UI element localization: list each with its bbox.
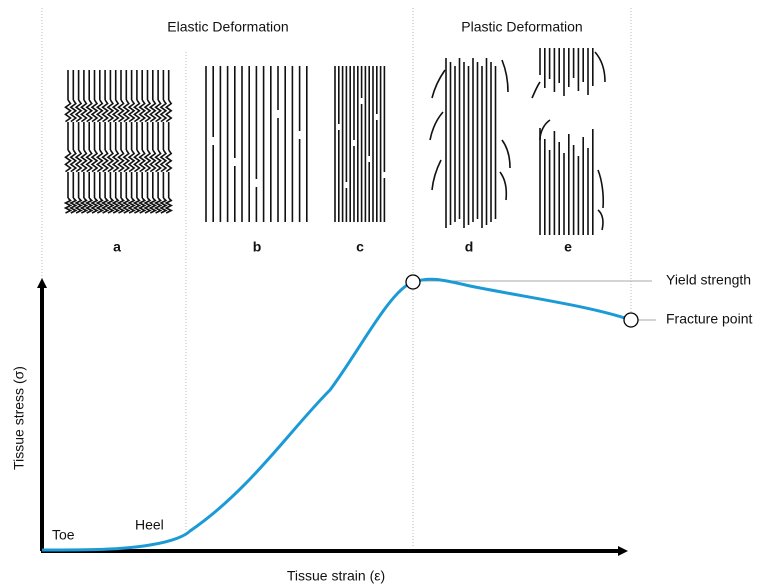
- fiber: [429, 111, 444, 141]
- fiber: [95, 197, 105, 214]
- fiber: [159, 149, 168, 173]
- fiber: [74, 149, 83, 173]
- fiber: [127, 197, 136, 214]
- fiber: [117, 149, 125, 173]
- panel-label: e: [564, 239, 572, 255]
- fiber: [74, 99, 83, 123]
- fiber: [148, 149, 157, 173]
- fracture-point: [623, 312, 639, 328]
- fiber: [69, 149, 78, 173]
- fiber: [84, 197, 94, 214]
- fiber: [80, 99, 88, 123]
- stress-strain-curve: [41, 277, 632, 552]
- fiber: [74, 197, 83, 214]
- yield-point: [405, 274, 421, 290]
- fiber: [85, 99, 94, 123]
- fiber: [531, 81, 541, 99]
- fiber: [143, 197, 152, 214]
- fiber: [143, 149, 152, 173]
- panel-label: b: [253, 239, 262, 255]
- fiber: [138, 149, 147, 173]
- fiber: [597, 169, 605, 209]
- fiber: [122, 197, 131, 214]
- fiber-illustrations: [63, 48, 606, 235]
- fiber: [117, 99, 125, 123]
- fiber: [539, 119, 551, 141]
- fiber: [85, 149, 94, 173]
- fiber: [154, 149, 162, 173]
- fiber: [63, 197, 73, 214]
- fiber: [90, 197, 99, 214]
- region-label: Heel: [135, 517, 164, 533]
- axis-title: Tissue strain (ε): [287, 568, 385, 584]
- fiber: [164, 99, 173, 123]
- fiber: [153, 197, 163, 214]
- fiber: [501, 139, 511, 169]
- fiber: [431, 69, 446, 99]
- fiber: [137, 197, 147, 214]
- fiber: [127, 149, 136, 173]
- fiber: [133, 99, 141, 123]
- fiber: [90, 149, 99, 173]
- fiber: [101, 149, 109, 173]
- point-label: Fracture point: [666, 311, 752, 327]
- fiber: [132, 197, 142, 214]
- panel-label: d: [465, 239, 474, 255]
- fiber: [79, 197, 89, 214]
- fiber: [133, 149, 141, 173]
- fiber: [122, 149, 131, 173]
- fiber: [127, 99, 136, 123]
- fiber: [597, 209, 604, 231]
- fiber: [143, 99, 152, 123]
- axis-title: Tissue stress (σ): [11, 366, 27, 470]
- fiber: [64, 99, 72, 123]
- fiber: [148, 197, 158, 214]
- fiber: [159, 99, 168, 123]
- fiber: [501, 59, 509, 93]
- point-label: Yield strength: [666, 272, 751, 288]
- fiber: [106, 197, 115, 214]
- fiber: [95, 149, 104, 173]
- fiber: [69, 99, 78, 123]
- fiber: [154, 99, 162, 123]
- fiber: [164, 197, 173, 214]
- fiber: [164, 149, 173, 173]
- panel-label: c: [356, 239, 364, 255]
- region-label: Toe: [52, 527, 75, 543]
- fiber: [80, 149, 88, 173]
- fiber: [106, 99, 115, 123]
- fiber: [594, 51, 606, 83]
- fiber: [100, 197, 110, 214]
- section-label: Elastic Deformation: [167, 19, 288, 35]
- fiber: [95, 99, 104, 123]
- section-label: Plastic Deformation: [461, 19, 582, 35]
- fiber: [64, 149, 72, 173]
- fiber: [111, 99, 120, 123]
- fiber: [138, 99, 147, 123]
- fiber: [90, 99, 99, 123]
- fiber: [431, 159, 442, 191]
- fiber: [159, 197, 168, 214]
- fiber: [101, 99, 109, 123]
- fiber: [499, 171, 508, 201]
- panel-label: a: [113, 239, 121, 255]
- fiber: [116, 197, 126, 214]
- fiber: [122, 99, 131, 123]
- fiber: [111, 197, 120, 214]
- fiber: [106, 149, 115, 173]
- fiber: [111, 149, 120, 173]
- fiber: [148, 99, 157, 123]
- fiber: [69, 197, 78, 214]
